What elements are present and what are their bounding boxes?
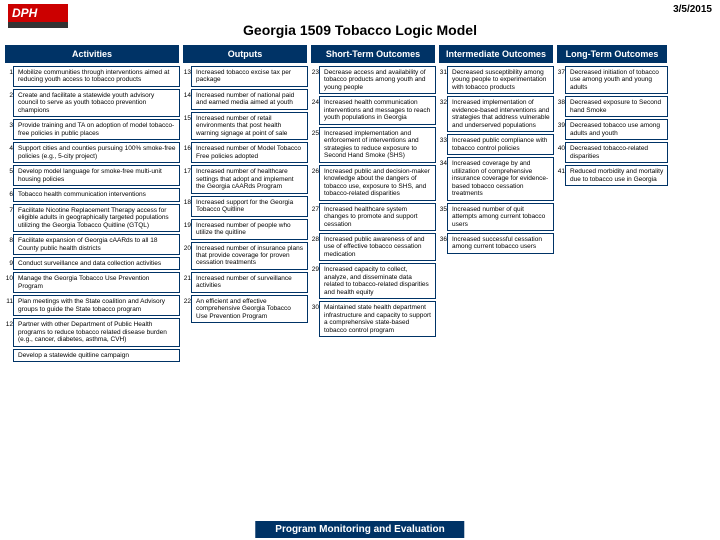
hdr-activities: Activities bbox=[4, 44, 180, 64]
long-box: 41Reduced morbidity and mortality due to… bbox=[565, 165, 668, 186]
page-title: Georgia 1509 Tobacco Logic Model bbox=[0, 0, 720, 38]
output-box: 21Increased number of surveillance activ… bbox=[191, 272, 308, 293]
short-box: 23Decrease access and availability of to… bbox=[319, 66, 436, 94]
output-box: 14Increased number of national paid and … bbox=[191, 89, 308, 110]
short-box: 30Maintained state health department inf… bbox=[319, 301, 436, 337]
activity-box: 10Manage the Georgia Tobacco Use Prevent… bbox=[13, 272, 180, 293]
activity-box: 7Facilitate Nicotine Replacement Therapy… bbox=[13, 204, 180, 232]
activities-col: 1Mobilize communities through interventi… bbox=[4, 66, 180, 362]
inter-box: 31Decreased susceptibility among young p… bbox=[447, 66, 554, 94]
short-box: 27Increased healthcare system changes to… bbox=[319, 203, 436, 231]
dph-logo: DPH bbox=[8, 4, 68, 32]
long-col: 37Decreased initiation of tobacco use am… bbox=[556, 66, 668, 362]
output-box: 13Increased tobacco excise tax per packa… bbox=[191, 66, 308, 87]
hdr-short: Short-Term Outcomes bbox=[310, 44, 436, 64]
output-box: 17Increased number of healthcare setting… bbox=[191, 165, 308, 193]
activity-box: 1Mobilize communities through interventi… bbox=[13, 66, 180, 87]
activity-box: 6Tobacco health communication interventi… bbox=[13, 188, 180, 201]
output-box: 20Increased number of insurance plans th… bbox=[191, 242, 308, 270]
activity-box: 12Partner with other Department of Publi… bbox=[13, 318, 180, 346]
date: 3/5/2015 bbox=[673, 4, 712, 15]
short-box: 26Increased public and decision-maker kn… bbox=[319, 165, 436, 201]
long-box: 40Decreased tobacco-related disparities bbox=[565, 142, 668, 163]
activity-box: 8Facilitate expansion of Georgia cAARds … bbox=[13, 234, 180, 255]
activity-box: Develop a statewide quitline campaign bbox=[13, 349, 180, 362]
activity-box: 3Provide training and TA on adoption of … bbox=[13, 119, 180, 140]
long-box: 37Decreased initiation of tobacco use am… bbox=[565, 66, 668, 94]
logic-model-grid: 1Mobilize communities through interventi… bbox=[0, 66, 720, 362]
short-box: 28Increased public awareness of and use … bbox=[319, 233, 436, 261]
outputs-col: 13Increased tobacco excise tax per packa… bbox=[182, 66, 308, 362]
inter-box: 33Increased public compliance with tobac… bbox=[447, 134, 554, 155]
output-box: 22An efficient and effective comprehensi… bbox=[191, 295, 308, 323]
activity-box: 5Develop model language for smoke-free m… bbox=[13, 165, 180, 186]
output-box: 16Increased number of Model Tobacco Free… bbox=[191, 142, 308, 163]
output-box: 15Increased number of retail environment… bbox=[191, 112, 308, 140]
long-box: 39Decreased tobacco use among adults and… bbox=[565, 119, 668, 140]
short-box: 29Increased capacity to collect, analyze… bbox=[319, 263, 436, 299]
inter-box: 35Increased number of quit attempts amon… bbox=[447, 203, 554, 231]
activity-box: 11Plan meetings with the State coalition… bbox=[13, 295, 180, 316]
activity-box: 4Support cities and counties pursuing 10… bbox=[13, 142, 180, 163]
inter-box: 34Increased coverage by and utilization … bbox=[447, 157, 554, 200]
column-headers: Activities Outputs Short-Term Outcomes I… bbox=[0, 44, 720, 64]
inter-col: 31Decreased susceptibility among young p… bbox=[438, 66, 554, 362]
hdr-inter: Intermediate Outcomes bbox=[438, 44, 554, 64]
short-col: 23Decrease access and availability of to… bbox=[310, 66, 436, 362]
hdr-long: Long-Term Outcomes bbox=[556, 44, 668, 64]
long-box: 38Decreased exposure to Second hand Smok… bbox=[565, 96, 668, 117]
output-box: 18Increased support for the Georgia Toba… bbox=[191, 196, 308, 217]
footer-banner: Program Monitoring and Evaluation bbox=[255, 521, 464, 538]
inter-box: 36Increased successful cessation among c… bbox=[447, 233, 554, 254]
inter-box: 32Increased implementation of evidence-b… bbox=[447, 96, 554, 132]
output-box: 19Increased number of people who utilize… bbox=[191, 219, 308, 240]
activity-box: 9Conduct surveillance and data collectio… bbox=[13, 257, 180, 270]
activity-box: 2Create and facilitate a statewide youth… bbox=[13, 89, 180, 117]
hdr-outputs: Outputs bbox=[182, 44, 308, 64]
short-box: 25Increased implementation and enforceme… bbox=[319, 127, 436, 163]
short-box: 24Increased health communication interve… bbox=[319, 96, 436, 124]
